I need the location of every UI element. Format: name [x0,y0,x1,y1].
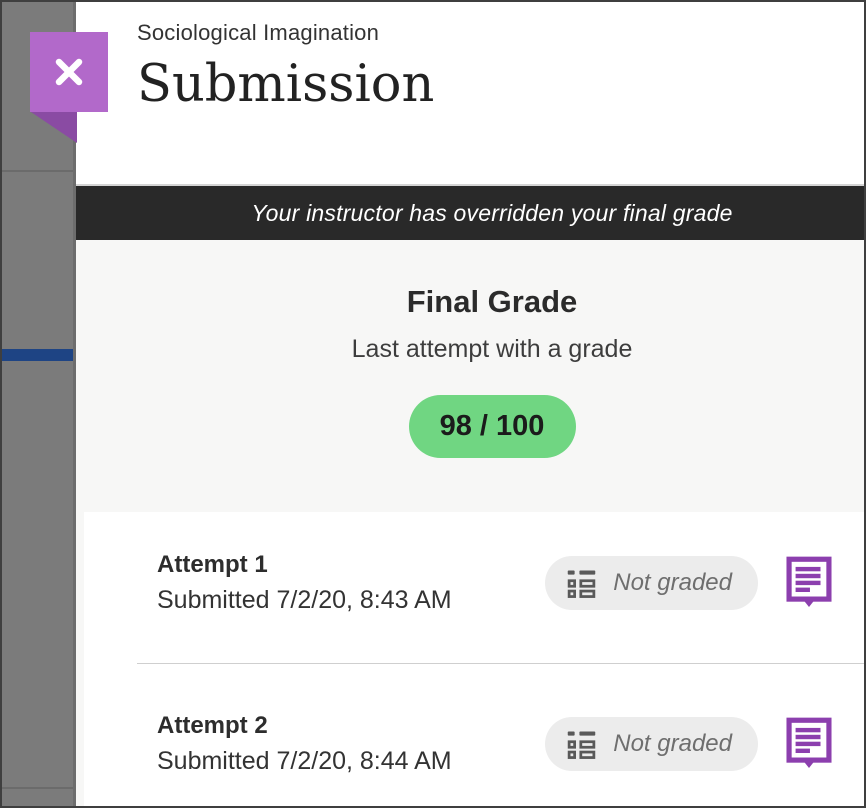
attempt-title: Attempt 2 [157,712,268,739]
not-graded-badge: Not graded [545,556,758,610]
attempt-info: Attempt 2 Submitted 7/2/20, 8:44 AM [157,712,545,776]
submission-panel: Sociological Imagination Submission Your… [76,0,866,808]
attempt-submitted-date: Submitted 7/2/20, 8:44 AM [157,747,452,775]
sidebar-divider [0,787,73,789]
final-grade-section: Final Grade Last attempt with a grade 98… [76,240,866,512]
final-grade-title: Final Grade [406,284,578,319]
rubric-grid-icon [565,567,598,600]
attempt-row[interactable]: Attempt 2 Submitted 7/2/20, 8:44 AM [84,664,866,796]
sidebar-active-indicator [0,349,73,361]
collapsed-sidebar [0,0,76,808]
attempt-status-label: Not graded [613,730,732,757]
feedback-comment-icon [786,717,832,771]
attempt-submitted-date: Submitted 7/2/20, 8:43 AM [157,586,452,614]
feedback-button[interactable] [786,556,832,610]
not-graded-badge: Not graded [545,717,758,771]
page-title: Submission [137,55,435,114]
row-divider [137,663,866,664]
attempt-row[interactable]: Attempt 1 Submitted 7/2/20, 8:43 AM [84,512,866,663]
close-icon [48,51,90,93]
final-grade-pill: 98 / 100 [408,395,576,458]
override-banner: Your instructor has overridden your fina… [76,184,866,240]
override-banner-text: Your instructor has overridden your fina… [251,199,733,226]
course-title: Sociological Imagination [137,20,380,45]
attempt-status-label: Not graded [613,569,732,596]
final-grade-subtitle: Last attempt with a grade [351,335,633,363]
final-grade-score: 98 / 100 [439,410,545,442]
feedback-comment-icon [786,556,832,610]
panel-header: Sociological Imagination Submission [76,0,866,184]
attempt-title: Attempt 1 [157,551,268,578]
attempts-list: Attempt 1 Submitted 7/2/20, 8:43 AM [84,512,866,808]
close-panel-button[interactable] [30,32,108,112]
sidebar-divider [0,170,73,172]
rubric-grid-icon [565,728,598,761]
feedback-button[interactable] [786,717,832,771]
attempt-info: Attempt 1 Submitted 7/2/20, 8:43 AM [157,551,545,615]
